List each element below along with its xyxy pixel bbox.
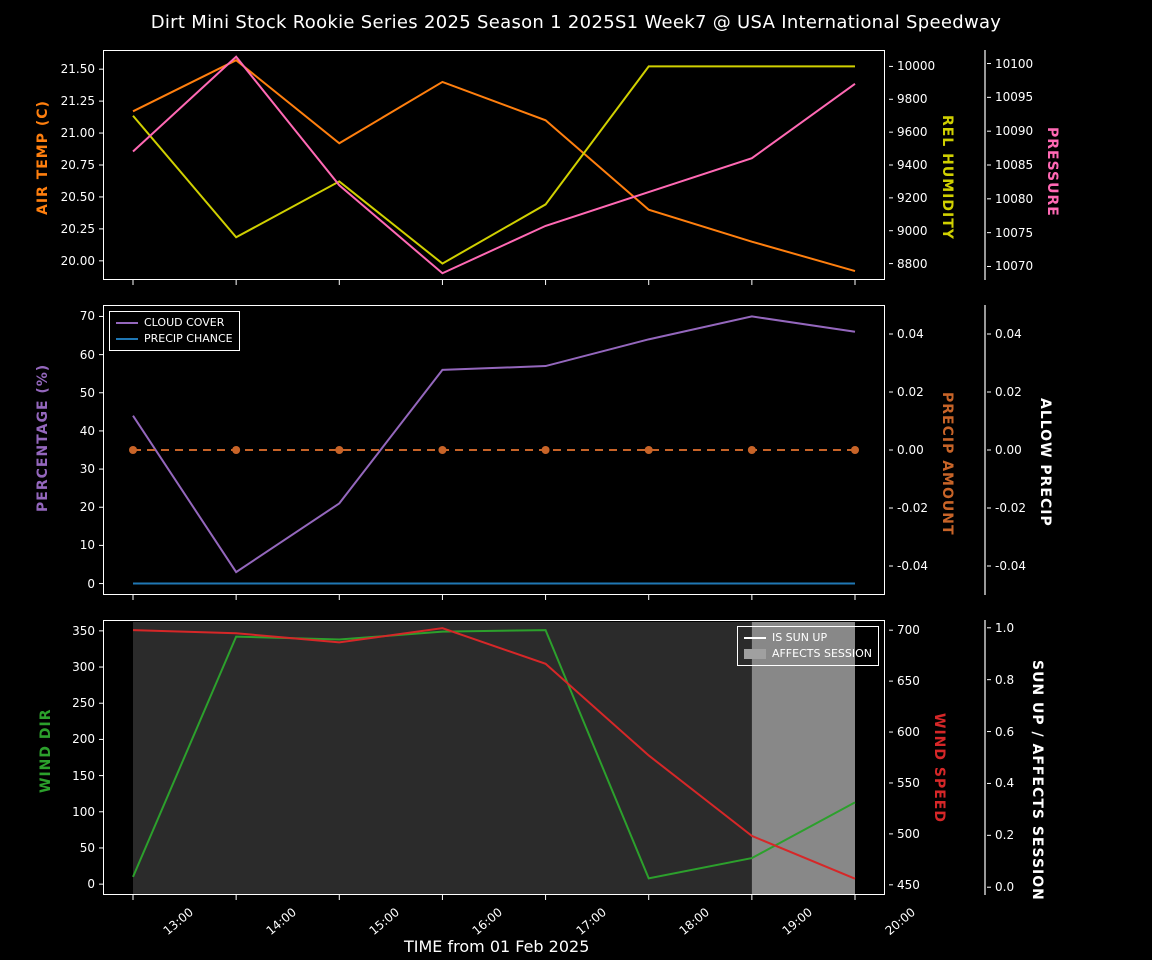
p1-r1-tick: 9200 [897,191,928,205]
p2-r2-tick: -0.04 [995,559,1026,573]
p2-r1-tick: -0.04 [897,559,928,573]
p2-left-tick: 70 [80,309,95,323]
p2-left-tick: 50 [80,386,95,400]
p1-r1-tick: 9600 [897,125,928,139]
x-axis-label: TIME from 01 Feb 2025 [404,937,589,956]
p1-left-tick: 21.00 [61,126,95,140]
p2-left-tick: 60 [80,348,95,362]
p2-left-tick: 0 [87,577,95,591]
p3-left-tick: 0 [87,877,95,891]
p2-r2-tick: 0.04 [995,327,1022,341]
p1-left-tick: 20.75 [61,158,95,172]
p2-r1-tick: 0.00 [897,443,924,457]
p1-r2-tick: 10100 [995,57,1033,71]
p1-left-label: AIR TEMP (C) [35,100,51,215]
p2-left-tick: 10 [80,538,95,552]
p1-r2-tick: 10080 [995,192,1033,206]
p1-r1-tick: 9800 [897,92,928,106]
p3-r1-tick: 450 [897,878,920,892]
p3-r2-tick: 0.0 [995,880,1014,894]
p3-legend: IS SUN UPAFFECTS SESSION [737,626,879,666]
p3-left-tick: 100 [72,805,95,819]
p2-r1-tick: -0.02 [897,501,928,515]
p1-r2-tick: 10070 [995,259,1033,273]
p3-r1-tick: 500 [897,827,920,841]
chart-svg [0,0,1152,960]
p3-left-tick: 300 [72,660,95,674]
p1-left-tick: 20.50 [61,190,95,204]
p2-r1-tick: 0.04 [897,327,924,341]
p1-left-tick: 20.00 [61,254,95,268]
p1-r1-tick: 9000 [897,224,928,238]
p3-r1-tick: 600 [897,725,920,739]
p3-left-tick: 50 [80,841,95,855]
p2-left-tick: 20 [80,500,95,514]
p1-r2-tick: 10085 [995,158,1033,172]
p3-left-tick: 150 [72,769,95,783]
p1-r1-tick: 9400 [897,158,928,172]
p3-r2-tick: 0.6 [995,725,1014,739]
p3-r1-tick: 700 [897,623,920,637]
p1-r2-label: PRESSURE [1044,127,1060,217]
p2-legend: CLOUD COVERPRECIP CHANCE [109,311,240,351]
p2-left-label: PERCENTAGE (%) [35,364,51,512]
p3-r2-tick: 0.8 [995,673,1014,687]
p3-left-tick: 200 [72,732,95,746]
p3-r1-tick: 550 [897,776,920,790]
p3-left-tick: 350 [72,624,95,638]
p3-r2-tick: 0.2 [995,828,1014,842]
p2-left-tick: 30 [80,462,95,476]
p3-left-tick: 250 [72,696,95,710]
p3-r1-label: WIND SPEED [931,713,947,823]
p2-left-tick: 40 [80,424,95,438]
p3-left-label: WIND DIR [38,708,54,792]
p2-r1-label: PRECIP AMOUNT [939,392,955,536]
p1-r1-label: REL HUMIDITY [939,115,955,240]
p1-r2-tick: 10095 [995,90,1033,104]
p1-left-tick: 21.50 [61,62,95,76]
p1-left-tick: 20.25 [61,222,95,236]
p1-r1-tick: 8800 [897,257,928,271]
p2-r2-label: ALLOW PRECIP [1037,398,1053,527]
p3-r2-tick: 0.4 [995,776,1014,790]
p1-r2-tick: 10075 [995,226,1033,240]
p2-r2-tick: 0.00 [995,443,1022,457]
p3-r1-tick: 650 [897,674,920,688]
p1-r1-tick: 10000 [897,59,935,73]
p2-r2-tick: -0.02 [995,501,1026,515]
p2-r2-tick: 0.02 [995,385,1022,399]
p2-r1-tick: 0.02 [897,385,924,399]
p3-r2-label: SUN UP / AFFECTS SESSION [1029,660,1045,901]
p1-r2-tick: 10090 [995,124,1033,138]
p3-r2-tick: 1.0 [995,621,1014,635]
p1-left-tick: 21.25 [61,94,95,108]
